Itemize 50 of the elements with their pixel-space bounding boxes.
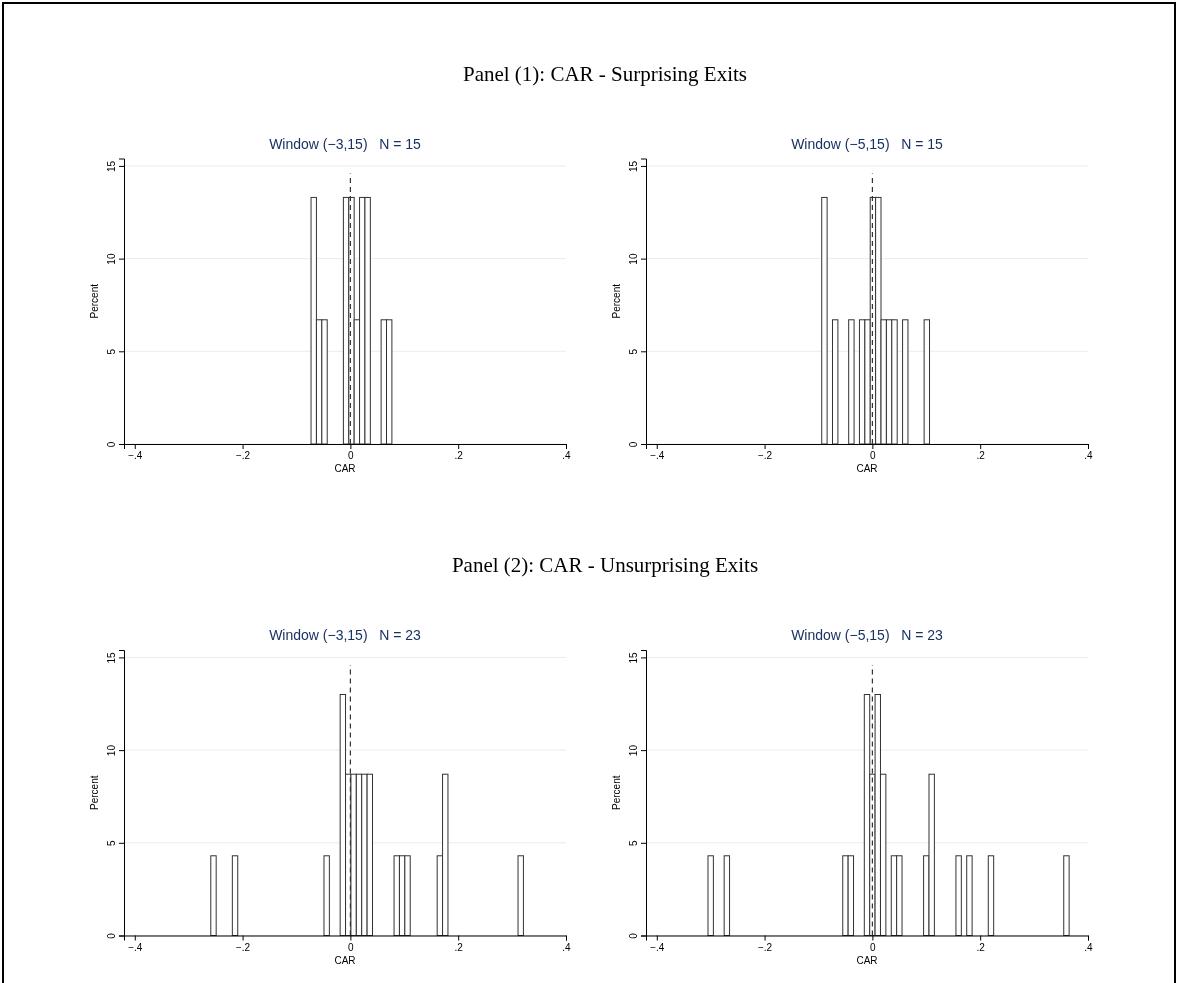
x-tick-label: .4	[1084, 450, 1094, 462]
y-tick-label: 5	[105, 840, 117, 847]
y-tick-label: 15	[105, 651, 117, 664]
chart-title: Window (−3,15) N = 23	[269, 627, 422, 643]
x-tick-label: .4	[562, 450, 572, 462]
y-tick-label: 10	[105, 253, 117, 265]
x-tick-label: −.4	[128, 941, 143, 953]
x-tick-label: 0	[348, 450, 355, 462]
y-tick-label: 0	[627, 441, 639, 448]
y-tick-label: 0	[105, 441, 117, 448]
y-tick-label: 15	[627, 651, 639, 664]
chart-title: Window (−5,15) N = 15	[791, 135, 944, 152]
y-tick-label: 10	[627, 253, 639, 265]
chart-title: Window (−3,15) N = 15	[269, 135, 422, 152]
x-tick-label: −.2	[757, 450, 773, 462]
y-tick-label: 15	[627, 160, 639, 172]
x-tick-label: −.2	[235, 941, 251, 953]
y-tick-label: 15	[105, 160, 117, 172]
y-axis-title: Percent	[611, 283, 622, 319]
x-tick-label: .2	[454, 450, 464, 462]
y-axis-title: Percent	[89, 283, 100, 319]
x-axis-title: CAR	[334, 463, 356, 474]
x-tick-label: .2	[454, 941, 464, 953]
y-tick-label: 0	[105, 932, 117, 939]
x-tick-label: 0	[348, 941, 355, 953]
x-axis-title: CAR	[856, 463, 878, 474]
x-tick-label: 0	[870, 450, 877, 462]
x-tick-label: −.2	[757, 941, 773, 953]
x-axis-title: CAR	[334, 954, 356, 966]
y-axis-title: Percent	[89, 775, 100, 810]
x-tick-label: .4	[1084, 941, 1094, 953]
y-tick-label: 5	[627, 348, 639, 355]
y-tick-label: 5	[627, 840, 639, 847]
x-tick-label: .2	[976, 941, 986, 953]
x-axis-title: CAR	[856, 954, 878, 966]
chart-title: Window (−5,15) N = 23	[791, 627, 944, 643]
y-tick-label: 0	[627, 932, 639, 939]
text: Panel (2): CAR - Unsurprising Exits	[451, 553, 759, 577]
y-axis-title: Percent	[611, 775, 622, 810]
x-tick-label: −.4	[650, 941, 665, 953]
x-tick-label: .4	[562, 941, 572, 953]
y-tick-label: 5	[105, 348, 117, 355]
x-tick-label: .2	[976, 450, 986, 462]
x-tick-label: −.4	[650, 450, 665, 462]
x-tick-label: −.4	[128, 450, 143, 462]
y-tick-label: 10	[105, 744, 117, 757]
x-tick-label: 0	[870, 941, 877, 953]
text: Panel (1): CAR - Surprising Exits	[462, 61, 748, 86]
y-tick-label: 10	[627, 744, 639, 757]
x-tick-label: −.2	[235, 450, 251, 462]
